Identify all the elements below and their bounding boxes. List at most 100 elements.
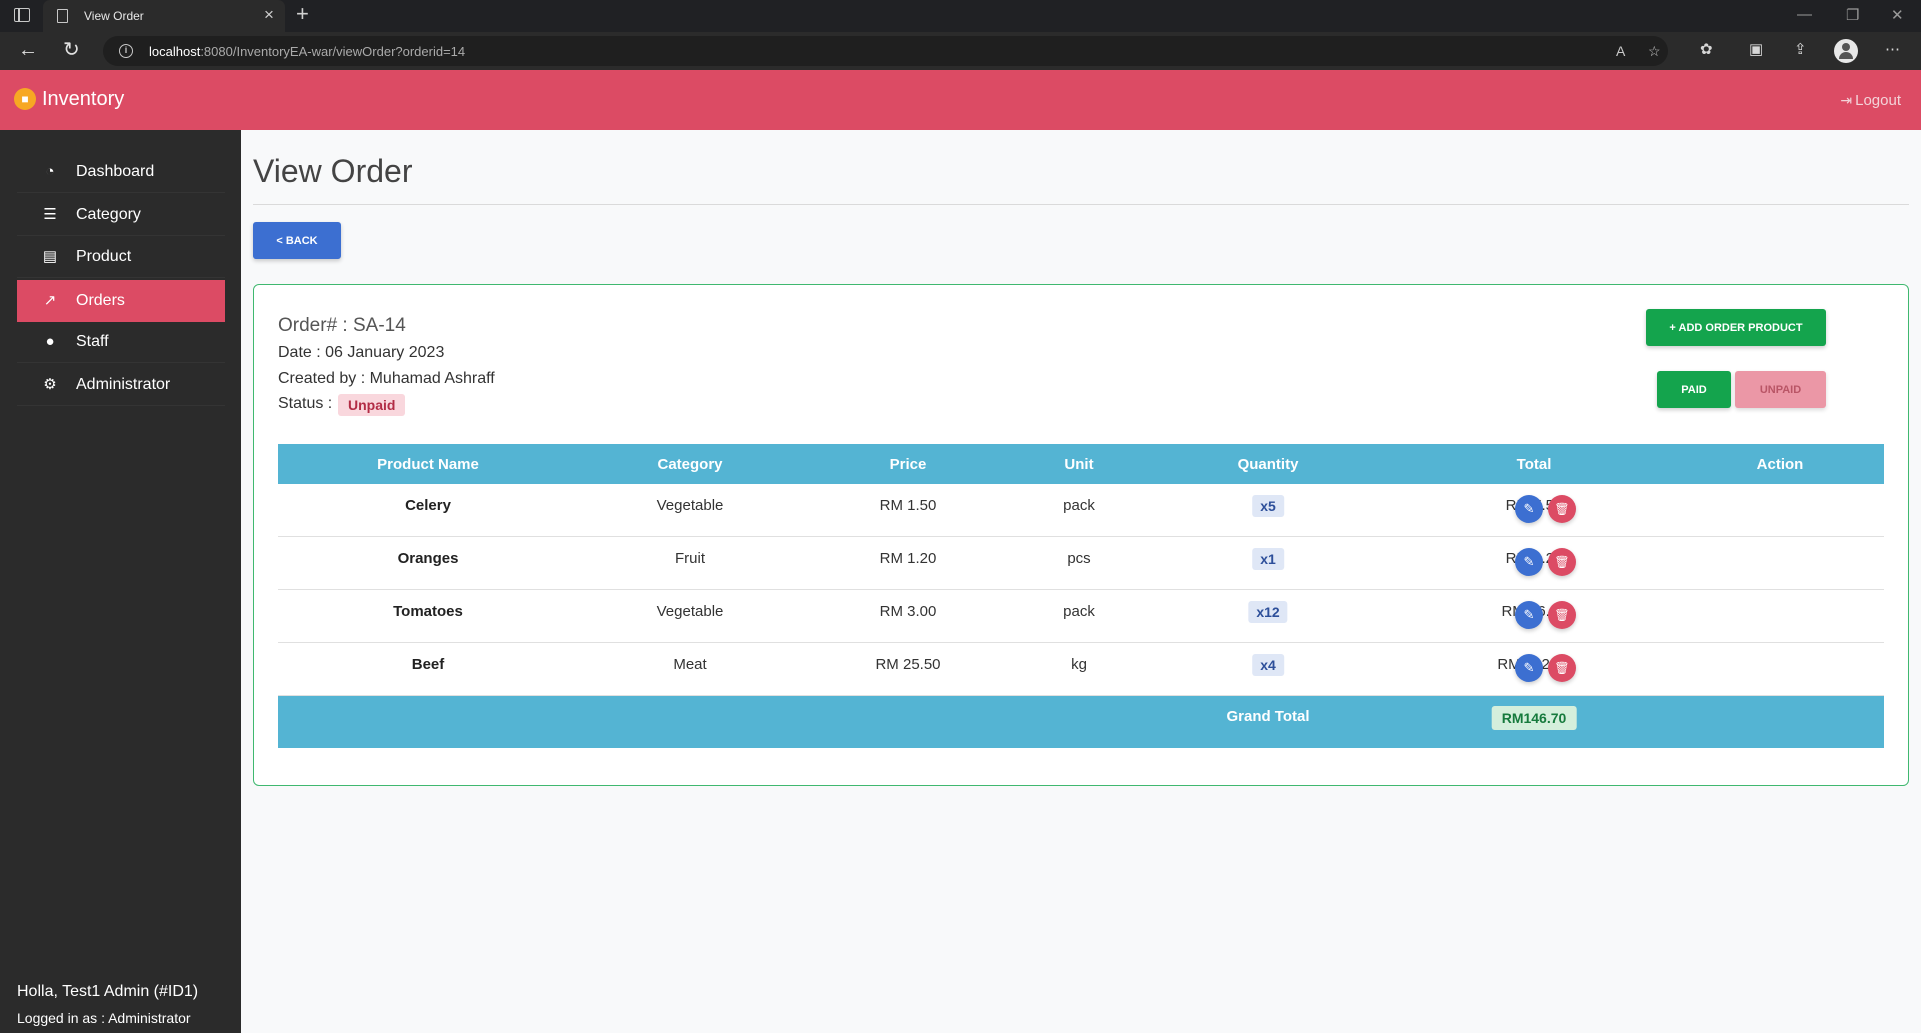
column-header: Action [1756, 456, 1804, 473]
page-icon [57, 9, 68, 23]
product-unit: pcs [1067, 550, 1091, 567]
unpaid-button[interactable]: UNPAID [1735, 371, 1826, 408]
add-order-product-button[interactable]: + ADD ORDER PRODUCT [1646, 309, 1826, 346]
close-tab-icon[interactable]: × [264, 5, 274, 24]
sidebar: ◔ Dashboard ☰ Category ▤ Product ↗ Order… [0, 130, 241, 1033]
sidebar-item-administrator[interactable]: ⚙ Administrator [17, 364, 225, 406]
product-category: Fruit [675, 550, 705, 567]
close-window-icon[interactable]: ✕ [1891, 7, 1904, 24]
tab-actions-icon[interactable] [14, 8, 30, 22]
sidebar-item-label: Administrator [76, 376, 171, 393]
sidebar-item-label: Category [76, 206, 141, 223]
table-row: Beef Meat RM 25.50 kg x4 RM 102.00 ✎ 🗑 [278, 643, 1884, 696]
product-name: Celery [405, 497, 451, 514]
inventory-logo-icon: ■ [14, 88, 36, 110]
column-header: Product Name [377, 456, 479, 473]
profile-avatar-icon[interactable] [1834, 39, 1858, 63]
trash-icon[interactable]: 🗑 [1548, 495, 1576, 523]
browser-tab-bar: View Order × + — ❐ ✕ [0, 0, 1921, 32]
back-arrow-icon[interactable]: ← [18, 39, 38, 61]
trash-icon[interactable]: 🗑 [1548, 548, 1576, 576]
product-unit: pack [1063, 497, 1095, 514]
sidebar-item-product[interactable]: ▤ Product [17, 236, 225, 278]
read-aloud-icon[interactable]: A [1616, 43, 1626, 59]
product-price: RM 1.50 [879, 497, 937, 514]
sidebar-item-label: Orders [76, 292, 125, 309]
minimize-icon[interactable]: — [1797, 6, 1812, 23]
product-price: RM 3.00 [879, 603, 937, 620]
order-card: Order# : SA-14 Date : 06 January 2023 Cr… [253, 284, 1909, 786]
trash-icon[interactable]: 🗑 [1548, 601, 1576, 629]
trash-icon[interactable]: 🗑 [1548, 654, 1576, 682]
quantity-badge: x12 [1248, 601, 1288, 623]
user-icon: ● [45, 333, 55, 350]
sidebar-item-label: Dashboard [76, 163, 155, 180]
product-name: Oranges [397, 550, 459, 567]
new-tab-icon[interactable]: + [296, 1, 309, 26]
extensions-icon[interactable]: ✿ [1700, 41, 1713, 58]
sidebar-item-category[interactable]: ☰ Category [17, 194, 225, 236]
table-row: Tomatoes Vegetable RM 3.00 pack x12 RM 3… [278, 590, 1884, 643]
chart-icon: ↗ [43, 292, 57, 309]
product-unit: pack [1063, 603, 1095, 620]
paid-button[interactable]: PAID [1657, 371, 1731, 408]
sidebar-item-label: Staff [76, 333, 109, 350]
back-button[interactable]: < BACK [253, 222, 341, 259]
product-category: Meat [673, 656, 707, 673]
edit-icon[interactable]: ✎ [1515, 548, 1543, 576]
grand-total-label: Grand Total [1226, 708, 1310, 725]
favorite-icon[interactable]: ☆ [1648, 43, 1661, 59]
order-number: Order# : SA-14 [278, 315, 406, 336]
sidebar-item-dashboard[interactable]: ◔ Dashboard [17, 151, 225, 193]
table-row: Oranges Fruit RM 1.20 pcs x1 RM 1.20 ✎ 🗑 [278, 537, 1884, 590]
url-text[interactable]: localhost:8080/InventoryEA-war/viewOrder… [149, 44, 466, 59]
user-greeting: Holla, Test1 Admin (#ID1) [17, 983, 199, 1000]
quantity-badge: x1 [1252, 548, 1284, 570]
table-footer: Grand Total RM146.70 [278, 696, 1884, 748]
browser-toolbar: ← ↻ i localhost:8080/InventoryEA-war/vie… [0, 32, 1921, 70]
share-icon[interactable]: ⇪ [1794, 41, 1807, 58]
logged-in-role: Logged in as : Administrator [17, 1010, 191, 1026]
user-gear-icon: ⚙ [43, 376, 57, 393]
order-created-by: Created by : Muhamad Ashraff [278, 370, 495, 387]
table-row: Celery Vegetable RM 1.50 pack x5 RM 7.50… [278, 484, 1884, 537]
collections-icon[interactable]: ▣ [1749, 41, 1764, 58]
column-header: Category [657, 456, 723, 473]
sidebar-item-orders[interactable]: ↗ Orders [17, 280, 225, 322]
column-header: Unit [1064, 456, 1094, 473]
page-title: View Order [253, 153, 413, 189]
sidebar-item-label: Product [76, 248, 132, 265]
refresh-icon[interactable]: ↻ [63, 39, 80, 61]
column-header: Price [889, 456, 927, 473]
divider [253, 204, 1909, 205]
dashboard-icon: ◔ [45, 163, 55, 180]
box-icon: ▤ [42, 248, 58, 265]
quantity-badge: x5 [1252, 495, 1284, 517]
quantity-badge: x4 [1252, 654, 1284, 676]
edit-icon[interactable]: ✎ [1515, 495, 1543, 523]
product-name: Tomatoes [393, 603, 463, 620]
edit-icon[interactable]: ✎ [1515, 601, 1543, 629]
product-price: RM 25.50 [875, 656, 941, 673]
address-bar[interactable]: i localhost:8080/InventoryEA-war/viewOrd… [103, 36, 1668, 66]
logout-link[interactable]: ⇥ Logout [1840, 92, 1901, 109]
product-category: Vegetable [656, 603, 724, 620]
sidebar-item-staff[interactable]: ● Staff [17, 321, 225, 363]
status-badge: Unpaid [338, 394, 406, 416]
list-icon: ☰ [43, 206, 57, 223]
tab-title: View Order [84, 9, 144, 23]
restore-icon[interactable]: ❐ [1846, 7, 1860, 24]
product-category: Vegetable [656, 497, 724, 514]
logout-icon: ⇥ [1840, 92, 1853, 108]
order-date: Date : 06 January 2023 [278, 344, 445, 361]
table-header: Product Name Category Price Unit Quantit… [278, 444, 1884, 484]
brand-title[interactable]: Inventory [42, 88, 125, 110]
more-menu-icon[interactable]: ⋯ [1885, 41, 1900, 58]
edit-icon[interactable]: ✎ [1515, 654, 1543, 682]
order-status-label: Status : [278, 395, 333, 412]
browser-tab[interactable]: View Order × [43, 0, 285, 32]
app-header: ■ Inventory ⇥ Logout [0, 70, 1921, 130]
info-icon[interactable]: i [119, 44, 133, 58]
product-unit: kg [1071, 656, 1087, 673]
grand-total-value: RM146.70 [1491, 706, 1577, 730]
